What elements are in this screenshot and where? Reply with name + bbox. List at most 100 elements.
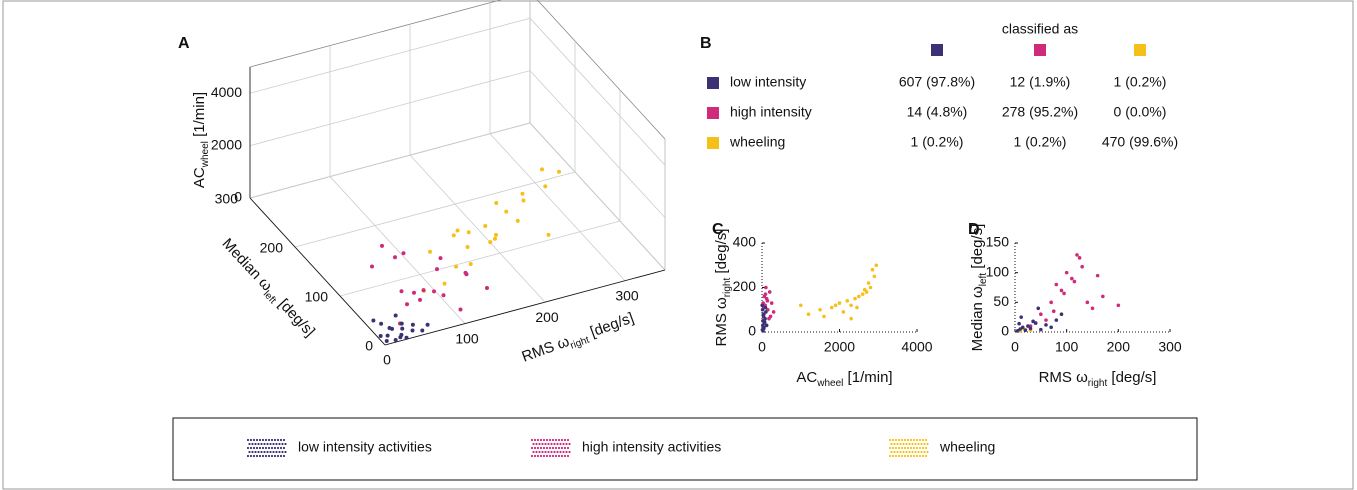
data-point [763,292,768,296]
legend-swatch [912,454,916,458]
column-swatch [931,44,943,56]
data-point [485,286,489,291]
y-axis-label: RMS ωright [deg/s] [713,229,733,347]
legend-swatch [282,454,286,458]
legend-swatch [912,438,916,442]
data-point [520,191,525,196]
legend-swatch [909,454,913,458]
data-point [855,305,859,310]
legend-swatch [260,450,263,454]
legend-swatch [545,454,549,458]
y-tick-label: 0 [748,323,756,339]
legend-swatch [258,438,262,442]
data-point [1017,321,1021,326]
z-axis-label: ACwheel [1/min] [191,92,211,188]
legend-swatch [267,446,271,450]
legend-swatch [273,446,277,450]
legend-swatch [908,450,911,454]
legend-swatch [915,454,919,458]
x-axis-label-unit: [deg/s] [1107,369,1156,386]
data-point [1116,303,1121,308]
y-tick-label: 400 [733,234,757,250]
legend-swatch [551,454,555,458]
legend-swatch [920,450,923,454]
legend-swatch [926,450,929,454]
legend-swatch [281,450,284,454]
legend-swatch [921,446,925,450]
grid-line [409,154,546,303]
data-point [393,313,398,318]
legend-swatch [263,442,266,446]
x-axis-label-text: AC [796,369,817,386]
legend-swatch [909,438,913,442]
z-tick-label: 2000 [211,136,242,152]
row-label: low intensity [730,74,806,90]
legend-swatch [545,438,549,442]
legend-swatch [547,442,550,446]
legend-swatch [921,438,925,442]
legend-swatch [918,438,922,442]
data-point [488,240,493,245]
data-point [860,292,865,296]
data-point [764,310,768,314]
data-point [410,322,415,327]
data-point [1031,319,1035,324]
data-point [1080,264,1084,269]
data-point [405,302,409,307]
legend-swatch [258,446,262,450]
legend-swatch [530,438,534,442]
legend-swatch [906,446,910,450]
data-point [1039,312,1043,317]
legend-swatch [917,442,920,446]
y-tick-label: 100 [986,263,1010,279]
data-point [400,326,405,331]
legend-swatch [920,442,923,446]
legend-swatch [568,450,571,454]
legend-swatch [264,446,268,450]
box-edge [249,0,502,68]
legend-swatch [254,450,257,454]
legend-swatch [891,454,895,458]
data-point [442,281,447,286]
legend-swatch [282,446,286,450]
data-point [1020,325,1025,330]
data-point [761,326,766,331]
y-tick-label: 200 [733,278,757,294]
legend-swatch [266,450,269,454]
data-point [393,338,398,343]
x-axis-label-unit: [deg/s] [584,309,636,342]
legend-swatch [912,446,916,450]
legend-swatch [557,454,561,458]
x-axis-label-sub: right [1088,378,1108,389]
data-point [870,267,875,272]
data-point [1085,300,1090,305]
legend-swatch [888,454,892,458]
grid-line [249,122,531,199]
data-point [421,288,426,293]
legend-swatch [246,446,250,450]
data-point [451,233,456,238]
y-tick-label: 0 [365,338,373,354]
legend-swatch [905,450,908,454]
data-point [1026,324,1030,328]
legend-swatch [566,438,570,442]
table-cell: 1 (0.2%) [911,134,964,150]
legend-swatch [557,438,561,442]
y-axis-label-sub: right [722,278,733,298]
data-point [862,287,867,292]
legend-swatch [918,446,922,450]
data-point [441,293,446,298]
legend-swatch [279,438,283,442]
x-tick-label: 300 [1158,339,1182,355]
data-point [1028,326,1033,331]
data-point [380,243,384,248]
legend-swatch [559,442,562,446]
legend-swatch [900,454,904,458]
data-point [370,264,374,269]
x-tick-label: 2000 [824,339,855,355]
data-point [493,236,497,241]
data-point [454,264,458,269]
legend-swatch [539,438,543,442]
data-point [1049,300,1053,305]
